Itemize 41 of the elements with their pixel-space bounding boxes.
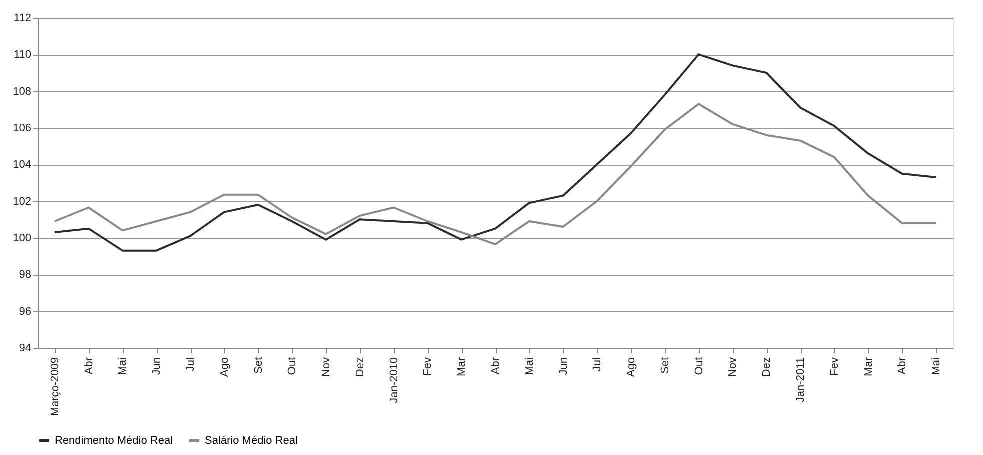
x-tick-label: Jan-2010: [388, 358, 400, 404]
y-tick-label: 106: [13, 122, 32, 134]
y-tick-label: 100: [13, 232, 32, 244]
y-tick-label: 108: [13, 86, 32, 98]
x-tick-label: Jun: [151, 358, 164, 376]
legend-label: Rendimento Médio Real: [55, 434, 174, 447]
x-tick-label: Jul: [185, 358, 197, 372]
y-tick-label: 96: [19, 306, 32, 318]
y-tick-label: 98: [19, 269, 32, 282]
x-tick-label: Dez: [761, 358, 774, 378]
y-tick-label: 102: [13, 196, 32, 208]
x-tick-label: Mai: [524, 358, 536, 376]
x-tick-label: Nov: [727, 357, 740, 378]
line-series: [54, 103, 938, 246]
legend-label: Salário Médio Real: [205, 434, 298, 447]
x-tick-label: Ago: [626, 358, 638, 378]
x-tick-label: Mar: [862, 357, 875, 376]
x-tick-label: Out: [693, 358, 706, 376]
x-tick-label: Abr: [83, 357, 96, 375]
y-tick-label: 104: [13, 159, 32, 172]
x-tick-label: Mai: [117, 358, 130, 376]
x-tick-label: Ago: [218, 358, 231, 378]
y-tick-label: 112: [14, 12, 32, 24]
line-series: [54, 54, 938, 252]
y-tick-label: 110: [14, 49, 32, 62]
x-tick-label: Nov: [320, 357, 333, 378]
x-tick-label: Out: [286, 358, 299, 376]
x-tick-label: Fev: [422, 357, 434, 376]
x-tick-label: Março-2009: [49, 358, 62, 416]
x-tick-label: Jan-2011: [795, 358, 807, 403]
x-tick-label: Mar: [456, 357, 468, 376]
x-tick-label: Mai: [930, 358, 943, 376]
x-tick-label: Set: [252, 358, 265, 374]
x-tick-label: Abr: [896, 357, 909, 375]
x-tick-label: Jul: [592, 358, 604, 372]
x-tick-label: Dez: [354, 358, 366, 378]
x-tick-label: Fev: [828, 357, 841, 376]
x-tick-label: Abr: [490, 357, 502, 375]
y-tick-label: 94: [19, 342, 32, 354]
x-tick-label: Set: [659, 358, 672, 374]
x-tick-label: Jun: [558, 358, 570, 376]
